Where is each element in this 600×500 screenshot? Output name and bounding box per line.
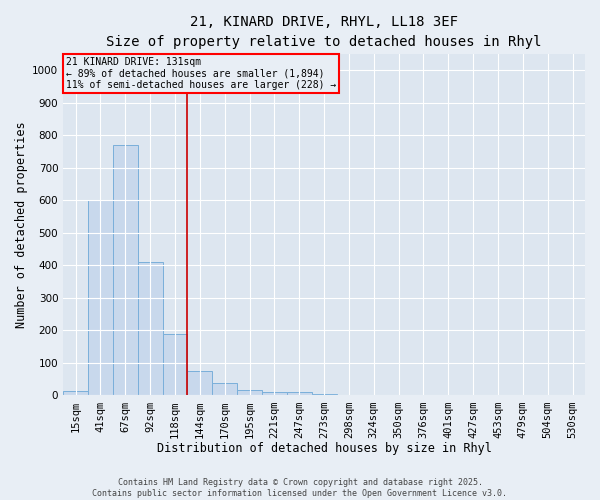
Y-axis label: Number of detached properties: Number of detached properties xyxy=(15,122,28,328)
Text: 21 KINARD DRIVE: 131sqm
← 89% of detached houses are smaller (1,894)
11% of semi: 21 KINARD DRIVE: 131sqm ← 89% of detache… xyxy=(66,57,336,90)
Bar xyxy=(212,383,237,396)
Title: 21, KINARD DRIVE, RHYL, LL18 3EF
Size of property relative to detached houses in: 21, KINARD DRIVE, RHYL, LL18 3EF Size of… xyxy=(106,15,542,48)
Bar xyxy=(88,200,113,396)
Bar xyxy=(262,392,287,396)
Bar xyxy=(113,145,138,396)
Bar xyxy=(63,390,88,396)
Text: Contains HM Land Registry data © Crown copyright and database right 2025.
Contai: Contains HM Land Registry data © Crown c… xyxy=(92,478,508,498)
Bar xyxy=(163,334,187,396)
X-axis label: Distribution of detached houses by size in Rhyl: Distribution of detached houses by size … xyxy=(157,442,491,455)
Bar xyxy=(311,394,337,396)
Bar xyxy=(138,262,163,396)
Bar xyxy=(187,371,212,396)
Bar xyxy=(237,390,262,396)
Bar xyxy=(287,392,311,396)
